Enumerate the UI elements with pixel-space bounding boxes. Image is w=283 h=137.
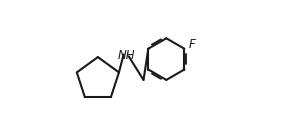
Text: F: F <box>189 38 196 51</box>
Text: NH: NH <box>117 49 135 62</box>
